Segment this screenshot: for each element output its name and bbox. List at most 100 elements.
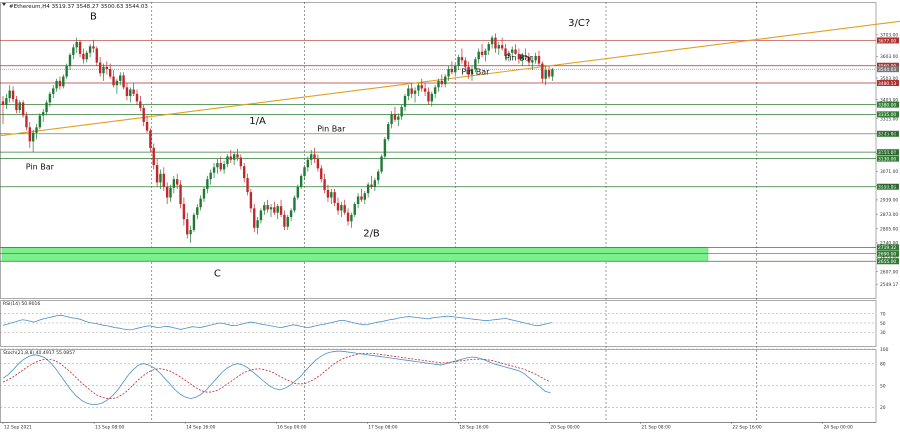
- grid: [0, 2, 877, 423]
- candle-body: [226, 156, 229, 165]
- candle-body: [253, 208, 256, 228]
- candle-body: [115, 80, 119, 86]
- time-tick-label: 13 Sep 08:00: [95, 425, 125, 431]
- level-label: 3335.00: [878, 112, 896, 118]
- candle-body: [239, 157, 243, 167]
- rsi-tick-label: 30: [880, 330, 886, 336]
- candle-body: [182, 204, 186, 220]
- candle-body: [377, 171, 380, 181]
- price-tick-label: 2939.00: [880, 198, 898, 204]
- candle-body: [5, 98, 8, 105]
- candle-body: [440, 80, 444, 85]
- candle-body: [202, 188, 206, 199]
- candle-body: [31, 132, 35, 142]
- candle-body: [531, 60, 534, 63]
- level-label: 3544.03: [878, 67, 896, 73]
- candle-body: [524, 54, 527, 58]
- candle-body: [380, 156, 383, 172]
- candle-body: [487, 44, 490, 51]
- candle-body: [427, 91, 430, 102]
- candle-body: [340, 205, 343, 211]
- candle-body: [82, 53, 85, 60]
- rsi-line: [2, 314, 552, 331]
- candle-body: [259, 210, 263, 221]
- candle-body: [484, 50, 487, 55]
- candle-body: [460, 57, 464, 61]
- candle-body: [189, 229, 192, 235]
- candle-body: [95, 48, 98, 63]
- candle-body: [172, 179, 176, 188]
- level-badge: [877, 155, 899, 162]
- trendline-line: [0, 20, 900, 137]
- level-label: 3245.00: [878, 132, 896, 138]
- level-badge: [877, 244, 899, 251]
- level-badge: [877, 130, 899, 137]
- candle-body: [383, 139, 387, 157]
- horizontal-levels: [0, 40, 876, 262]
- candle-body: [276, 206, 279, 213]
- candle-body: [293, 197, 296, 211]
- level-badge: [877, 250, 899, 257]
- level-badge: [877, 111, 899, 118]
- candle-body: [18, 102, 21, 111]
- candle-body: [25, 115, 28, 128]
- annotations: B 1/A C 2/B 3/C? Pin Bar Pin Bar Pin Bar Pin Bar: [26, 11, 590, 279]
- stoch-label: Stoch(21,8,8) 40.4917 55.0857: [3, 350, 75, 356]
- candle-body: [196, 207, 199, 215]
- level-badge: [877, 101, 899, 108]
- candle-body: [373, 180, 377, 187]
- candle-body: [122, 75, 125, 88]
- candle-body: [102, 66, 105, 74]
- time-tick-label: 12 Sep 2021: [4, 425, 32, 431]
- level-badge: [877, 79, 899, 86]
- candle-body: [62, 76, 65, 87]
- annotation-label: Pin Bar: [317, 125, 346, 134]
- candle-body: [507, 52, 511, 57]
- candle-body: [336, 202, 340, 211]
- candle-body: [68, 54, 72, 66]
- axes: 3677.003560.003544.033480.133380.003335.…: [876, 33, 899, 288]
- candle-body: [437, 80, 440, 88]
- stoch-tick-label: 100: [880, 347, 889, 353]
- candle-body: [330, 192, 333, 198]
- time-tick-label: 24 Sep 00:00: [823, 425, 853, 431]
- price-tick-label: 3315.00: [880, 116, 898, 122]
- stoch-tick-label: 20: [880, 405, 886, 411]
- candle-body: [149, 130, 152, 148]
- candle-body: [45, 102, 48, 113]
- candle-body: [541, 63, 544, 79]
- candle-body: [283, 214, 286, 227]
- candle-body: [400, 106, 403, 117]
- candle-body: [450, 68, 454, 73]
- candle-body: [296, 186, 299, 198]
- candle-body: [65, 65, 68, 77]
- price-tick-label: 2549.17: [880, 282, 898, 288]
- candle-body: [55, 80, 58, 89]
- stoch-panel: 100 80 50 20 Stoch(21,8,8) 40.4917 55.0857: [0, 347, 889, 411]
- candle-body: [420, 85, 423, 89]
- candle-body: [88, 46, 92, 53]
- dropdown-arrow-icon[interactable]: [2, 3, 6, 6]
- candle-body: [433, 87, 437, 94]
- candle-body: [504, 48, 507, 57]
- candle-body: [393, 114, 397, 120]
- candle-body: [363, 193, 366, 200]
- candle-body: [232, 154, 236, 160]
- candle-body: [511, 49, 514, 53]
- candle-body: [212, 167, 216, 173]
- price-tick-label: 2607.00: [880, 269, 898, 275]
- candle-body: [500, 45, 504, 49]
- level-label: 3677.00: [878, 38, 896, 44]
- candle-body: [119, 75, 122, 81]
- candle-body: [279, 206, 283, 215]
- rsi-tick-label: 70: [880, 312, 886, 318]
- price-tick-label: 3245.00: [880, 132, 898, 138]
- level-badge: [877, 62, 899, 69]
- candle-body: [350, 214, 353, 222]
- candle-body: [333, 192, 336, 203]
- time-tick-label: 21 Sep 08:00: [641, 425, 671, 431]
- candle-body: [206, 179, 209, 189]
- candle-body: [85, 52, 88, 60]
- candle-body: [72, 47, 75, 55]
- candle-body: [497, 45, 500, 49]
